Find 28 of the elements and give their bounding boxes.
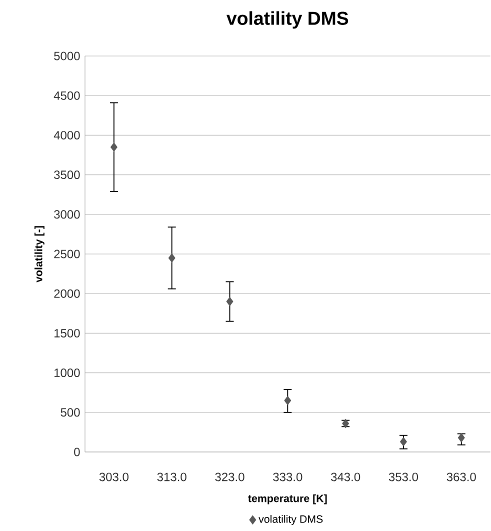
y-tick-label: 3000 — [54, 210, 80, 219]
x-tick-label: 363.0 — [446, 472, 476, 482]
x-tick-label: 343.0 — [331, 472, 360, 482]
point — [284, 396, 292, 406]
x-tick-label: 323.0 — [215, 472, 244, 482]
point — [400, 437, 407, 446]
chart-title: volatility DMS — [226, 11, 348, 29]
y-tick-label: 500 — [60, 408, 80, 417]
y-tick-label: 2000 — [54, 289, 80, 298]
y-tick-label: 0 — [74, 448, 80, 456]
y-tick-label: 2500 — [54, 250, 80, 258]
y-tick-label: 4500 — [54, 91, 80, 100]
y-tick-label: 4000 — [54, 130, 80, 140]
x-tick-label: 333.0 — [273, 472, 302, 482]
y-tick-label: 1000 — [54, 368, 80, 378]
x-tick-label: 303.0 — [99, 472, 128, 482]
y-tick-label: 1500 — [54, 328, 80, 338]
y-tick-label: 3500 — [54, 170, 80, 180]
y-tick-label: 5000 — [54, 52, 80, 60]
x-axis-title: temperature [K] — [248, 494, 327, 504]
point — [110, 142, 118, 152]
x-tick-label: 313.0 — [157, 472, 186, 482]
y-axis-title: volatility [-] — [34, 226, 44, 282]
point — [168, 253, 176, 262]
legend-label: volatility DMS — [258, 515, 323, 525]
x-tick-label: 353.0 — [388, 472, 418, 482]
point — [458, 433, 465, 442]
point — [226, 296, 234, 306]
